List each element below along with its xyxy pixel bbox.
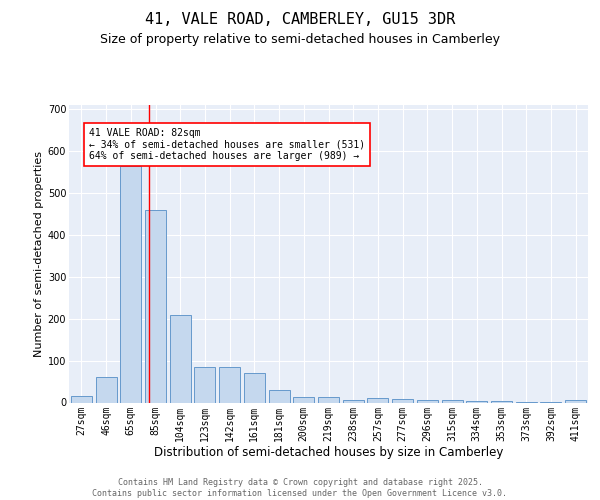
Text: Size of property relative to semi-detached houses in Camberley: Size of property relative to semi-detach…: [100, 32, 500, 46]
Text: 41, VALE ROAD, CAMBERLEY, GU15 3DR: 41, VALE ROAD, CAMBERLEY, GU15 3DR: [145, 12, 455, 28]
Bar: [219, 367, 240, 402]
Bar: [71, 396, 92, 402]
Bar: [120, 166, 141, 402]
Bar: [318, 396, 339, 402]
Bar: [244, 373, 265, 402]
Bar: [466, 401, 487, 402]
Bar: [269, 390, 290, 402]
X-axis label: Distribution of semi-detached houses by size in Camberley: Distribution of semi-detached houses by …: [154, 446, 503, 459]
Bar: [565, 400, 586, 402]
Bar: [293, 396, 314, 402]
Bar: [392, 399, 413, 402]
Bar: [170, 316, 191, 402]
Y-axis label: Number of semi-detached properties: Number of semi-detached properties: [34, 151, 44, 357]
Text: 41 VALE ROAD: 82sqm
← 34% of semi-detached houses are smaller (531)
64% of semi-: 41 VALE ROAD: 82sqm ← 34% of semi-detach…: [89, 128, 365, 161]
Bar: [417, 400, 438, 402]
Text: Contains HM Land Registry data © Crown copyright and database right 2025.
Contai: Contains HM Land Registry data © Crown c…: [92, 478, 508, 498]
Bar: [145, 210, 166, 402]
Bar: [194, 367, 215, 402]
Bar: [491, 401, 512, 402]
Bar: [343, 400, 364, 402]
Bar: [95, 378, 116, 402]
Bar: [442, 400, 463, 402]
Bar: [367, 398, 388, 402]
